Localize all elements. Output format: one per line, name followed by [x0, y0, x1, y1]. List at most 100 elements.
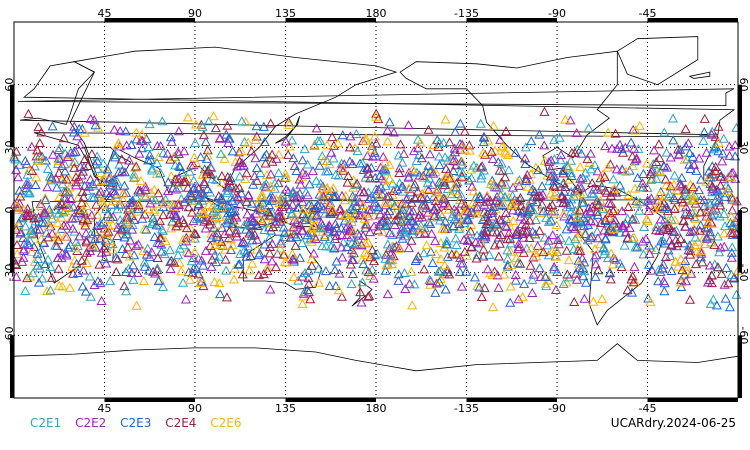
data-point	[202, 184, 213, 194]
data-point	[666, 265, 677, 276]
data-point	[710, 195, 721, 205]
data-point	[145, 198, 156, 208]
data-point	[580, 167, 591, 177]
data-point	[425, 212, 436, 222]
data-point	[68, 147, 79, 157]
data-point	[199, 192, 210, 202]
data-point	[113, 167, 124, 177]
data-point	[291, 165, 302, 176]
data-point	[558, 278, 569, 288]
data-point	[87, 240, 98, 250]
data-point	[352, 228, 363, 238]
data-point	[638, 249, 649, 259]
data-point	[57, 179, 68, 189]
data-point	[337, 130, 348, 140]
data-point	[107, 244, 118, 254]
data-point	[64, 282, 76, 292]
data-point	[364, 290, 375, 300]
data-point	[684, 159, 695, 169]
data-point	[52, 252, 63, 262]
data-point	[622, 232, 633, 242]
data-point	[251, 244, 262, 254]
data-point	[571, 274, 583, 284]
data-point	[352, 178, 363, 188]
data-point	[669, 215, 680, 225]
data-point	[332, 138, 343, 148]
data-point	[591, 250, 602, 260]
data-point	[367, 245, 378, 255]
data-point	[194, 212, 205, 222]
data-point	[360, 219, 371, 230]
data-point	[311, 123, 322, 133]
data-point	[276, 236, 287, 246]
data-point	[345, 131, 356, 141]
data-point	[20, 285, 31, 295]
data-point	[709, 239, 720, 249]
data-point	[647, 265, 658, 275]
data-point	[50, 240, 61, 250]
data-point	[502, 261, 513, 271]
data-point	[672, 261, 684, 271]
data-point	[549, 175, 560, 185]
data-point	[382, 288, 393, 299]
data-point	[236, 145, 247, 156]
data-point	[576, 148, 587, 158]
data-point	[435, 177, 447, 187]
data-point	[366, 191, 377, 201]
data-point	[278, 249, 289, 259]
data-point	[363, 266, 374, 277]
data-point	[564, 235, 575, 245]
data-point	[373, 114, 384, 124]
data-point	[202, 165, 214, 175]
data-point	[724, 150, 735, 160]
data-point	[503, 165, 514, 175]
data-point	[206, 163, 217, 173]
data-point	[74, 139, 85, 149]
data-point	[99, 223, 110, 233]
data-point	[273, 149, 284, 159]
data-point	[424, 149, 436, 159]
data-point	[718, 173, 729, 183]
data-point	[476, 291, 487, 301]
data-point	[81, 247, 92, 257]
data-point	[269, 178, 281, 188]
data-point	[440, 152, 451, 162]
data-point	[579, 266, 590, 276]
data-point	[572, 190, 583, 200]
data-point	[80, 220, 91, 230]
data-point	[107, 238, 118, 249]
data-point	[650, 244, 661, 254]
data-point	[328, 153, 339, 163]
data-point	[53, 167, 64, 177]
data-point	[550, 181, 561, 192]
data-point	[236, 116, 247, 126]
data-point	[115, 125, 126, 136]
data-point	[34, 263, 45, 273]
data-point	[558, 208, 569, 219]
data-point	[407, 216, 418, 226]
data-point	[538, 246, 549, 257]
data-point	[487, 207, 498, 217]
data-point	[258, 121, 269, 131]
data-point	[384, 228, 395, 238]
data-point	[360, 238, 371, 248]
data-point	[726, 247, 737, 257]
data-point	[561, 160, 572, 170]
data-point	[138, 245, 149, 256]
data-point	[515, 192, 526, 202]
data-point	[30, 179, 41, 190]
data-point	[595, 239, 606, 249]
data-point	[40, 195, 51, 205]
data-point	[259, 254, 270, 264]
data-point	[393, 210, 404, 220]
data-point	[552, 266, 563, 277]
data-point	[423, 160, 434, 170]
data-point	[573, 255, 584, 265]
data-point	[450, 126, 461, 137]
data-point	[33, 156, 44, 166]
data-point	[309, 220, 320, 230]
data-point	[684, 147, 695, 158]
data-point	[720, 293, 731, 303]
data-point	[340, 195, 351, 205]
data-point	[431, 249, 442, 259]
